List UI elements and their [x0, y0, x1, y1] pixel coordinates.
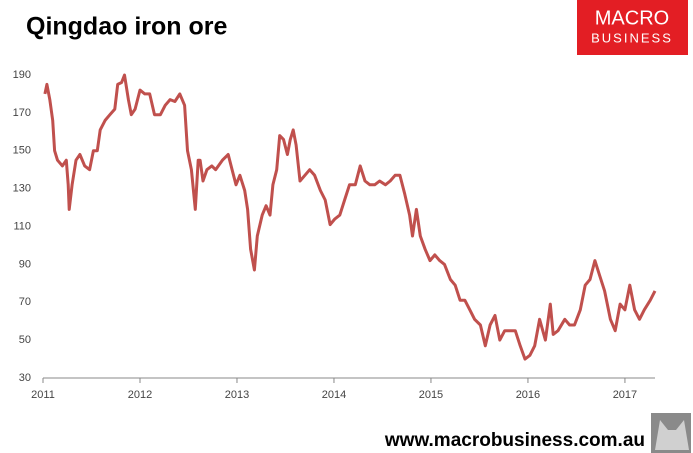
- brand-logo: [577, 0, 688, 55]
- y-tick-label: 150: [13, 145, 31, 157]
- y-tick-label: 70: [19, 296, 31, 308]
- y-tick-label: 130: [13, 183, 31, 195]
- series-line: [43, 73, 657, 361]
- brand-line: MACRO: [595, 7, 669, 29]
- y-tick-label: 50: [19, 334, 31, 346]
- y-tick-label: 170: [13, 107, 31, 119]
- x-tick-label: 2012: [128, 389, 152, 401]
- wolf-icon-shape: [655, 420, 689, 450]
- x-tick-label: 2015: [419, 389, 443, 401]
- x-tick-label: 2013: [225, 389, 249, 401]
- chart-title: Qingdao iron ore: [26, 13, 227, 41]
- y-tick-label: 190: [13, 69, 31, 81]
- x-tick-label: 2016: [516, 389, 540, 401]
- x-tick-label: 2011: [31, 389, 55, 401]
- x-tick-label: 2017: [613, 389, 637, 401]
- y-tick-label: 110: [13, 220, 31, 232]
- footer-url: www.macrobusiness.com.au: [384, 430, 645, 451]
- y-tick-label: 90: [19, 258, 31, 270]
- brand-line: BUSINESS: [591, 30, 673, 45]
- y-tick-label: 30: [19, 372, 31, 384]
- x-tick-label: 2014: [322, 389, 346, 401]
